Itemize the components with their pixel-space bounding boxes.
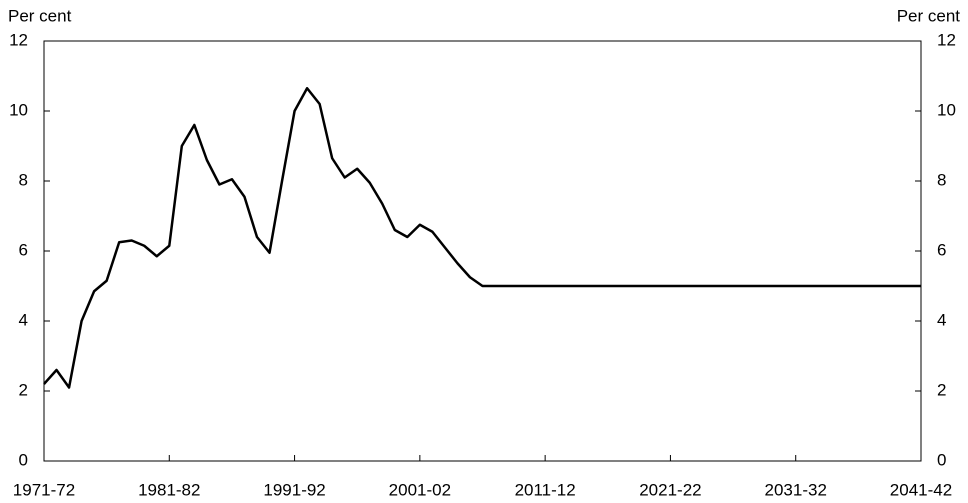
y2-tick-label: 6 <box>937 240 946 259</box>
plot-frame <box>43 40 922 462</box>
x-tick-label: 2041-42 <box>890 480 952 499</box>
x-tick-label: 2011-12 <box>515 480 576 499</box>
y-tick-label: 6 <box>19 240 28 259</box>
x-tick-label: 1981-82 <box>138 480 200 499</box>
y-tick-label: 10 <box>9 100 28 119</box>
y-tick-label: 2 <box>19 380 28 399</box>
y2-tick-label: 0 <box>937 450 946 469</box>
line-series <box>43 87 921 389</box>
x-tick-label: 2001-02 <box>389 480 451 499</box>
x-tick-label: 1991-92 <box>263 480 325 499</box>
y2-tick-label: 10 <box>937 100 956 119</box>
y-tick-label: 12 <box>9 30 28 49</box>
y-axis-label: Per cent <box>8 6 72 25</box>
y-tick-label: 4 <box>19 310 28 329</box>
y2-tick-label: 4 <box>937 310 946 329</box>
y2-tick-label: 8 <box>937 170 946 189</box>
y-tick-label: 0 <box>19 450 28 469</box>
x-tick-label: 2021-22 <box>639 480 701 499</box>
y2-axis-label: Per cent <box>897 6 961 25</box>
y2-tick-label: 12 <box>937 30 956 49</box>
x-tick-label: 2031-32 <box>765 480 827 499</box>
x-tick-label: 1971-72 <box>13 480 75 499</box>
y-tick-label: 8 <box>19 170 28 189</box>
y2-tick-label: 2 <box>937 380 946 399</box>
